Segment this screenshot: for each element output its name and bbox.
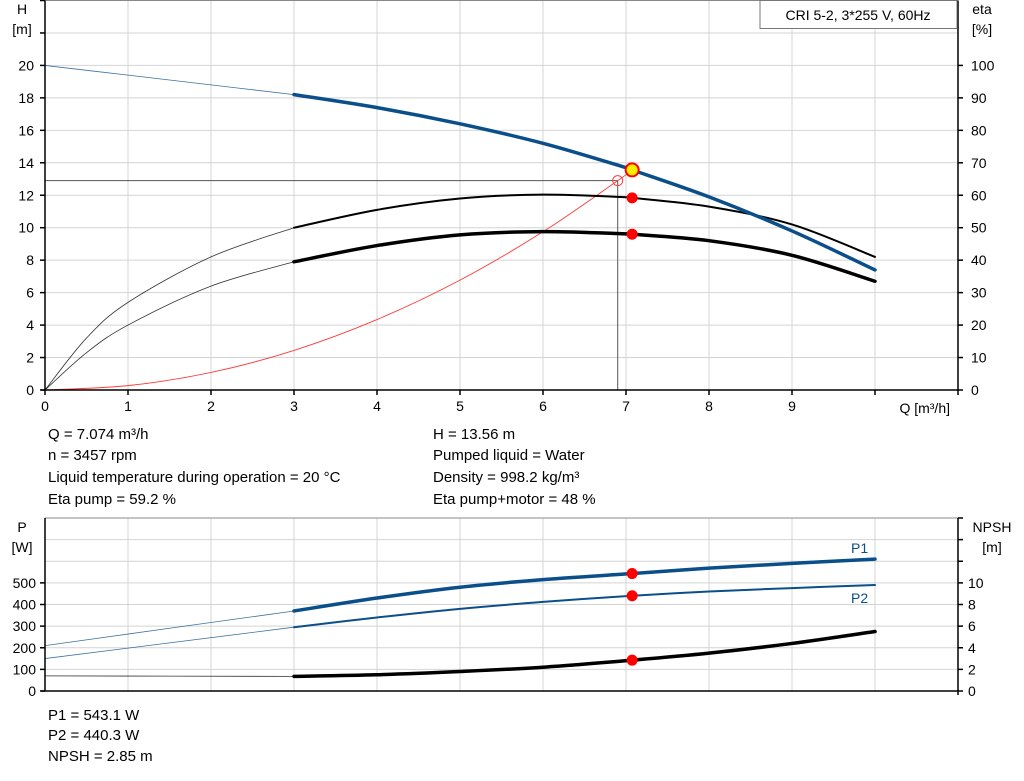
eta-axis-unit: [%] xyxy=(972,21,992,37)
info-p1: P1 = 543.1 W xyxy=(48,707,140,724)
reference-point-marker xyxy=(612,175,624,187)
h-tick-label: 0 xyxy=(26,382,34,398)
info-speed: n = 3457 rpm xyxy=(48,447,137,464)
h-tick-label: 2 xyxy=(26,350,34,366)
npsh-tick-label: 2 xyxy=(968,661,976,677)
legend-text: CRI 5-2, 3*255 V, 60Hz xyxy=(785,7,930,23)
npsh-tick-label: 6 xyxy=(968,618,976,634)
tick-labels: 0 1 2 3 4 5 6 7 8 9024681012141618200102030405060… xyxy=(13,0,995,699)
eta-tick-label: 20 xyxy=(971,317,987,333)
info-npsh: NPSH = 2.85 m xyxy=(48,748,153,765)
eta-pump-curve xyxy=(293,193,876,258)
p-axis-name: P xyxy=(17,519,26,535)
eta-tick-label: 50 xyxy=(971,220,987,236)
eta-tick-label: 70 xyxy=(971,155,987,171)
legend-box xyxy=(759,0,958,29)
h-axis-name: H xyxy=(17,1,27,17)
npsh-curve-extrapolated xyxy=(44,675,295,677)
eta-pump-motor-curve xyxy=(292,229,877,284)
eta-tick-label: 10 xyxy=(971,350,987,366)
p1-curve-extrapolated xyxy=(44,610,295,646)
x-tick-label: 2 xyxy=(207,398,215,414)
h-tick-label: 18 xyxy=(18,90,34,106)
x-tick-label: 9 xyxy=(788,398,796,414)
x-tick-label: 3 xyxy=(290,398,298,414)
p-tick-label: 300 xyxy=(13,618,37,634)
x-tick-label: 0 xyxy=(41,398,49,414)
npsh-axis-unit: [m] xyxy=(982,539,1001,555)
eta-pump-motor-curve-extrapolated xyxy=(44,261,295,391)
p2-curve-extrapolated xyxy=(44,626,295,659)
h-tick-label: 4 xyxy=(26,317,34,333)
p-tick-label: 0 xyxy=(28,683,36,699)
h-tick-label: 8 xyxy=(26,252,34,268)
p-tick-label: 400 xyxy=(13,597,37,613)
npsh-tick-label: 0 xyxy=(968,683,976,699)
h-tick-label: 10 xyxy=(18,220,34,236)
info-eta-pump-motor: Eta pump+motor = 48 % xyxy=(433,491,596,508)
eta-pump-curve-extrapolated xyxy=(44,227,295,391)
npsh-curve xyxy=(292,629,877,679)
x-tick-label: 8 xyxy=(705,398,713,414)
npsh-duty-marker xyxy=(626,654,638,666)
x-tick-label: 5 xyxy=(456,398,464,414)
eta-tick-label: 60 xyxy=(971,187,987,203)
x-tick-label: 4 xyxy=(373,398,381,414)
p-tick-label: 100 xyxy=(13,661,37,677)
npsh-tick-label: 4 xyxy=(968,640,976,656)
system-curve xyxy=(44,169,633,391)
h-tick-label: 16 xyxy=(18,122,34,138)
info-density: Density = 998.2 kg/m³ xyxy=(433,469,579,486)
npsh-tick-label: 8 xyxy=(968,597,976,613)
p2-duty-marker xyxy=(626,590,638,602)
p2-curve xyxy=(293,584,876,629)
x-tick-label: 7 xyxy=(622,398,630,414)
p-tick-label: 500 xyxy=(13,575,37,591)
p-axis-unit: [W] xyxy=(12,539,33,555)
npsh-tick-label: 10 xyxy=(968,575,984,591)
eta-pump-duty-marker xyxy=(626,192,638,204)
h-tick-label: 14 xyxy=(18,155,34,171)
eta-tick-label: 30 xyxy=(971,285,987,301)
info-liquid: Pumped liquid = Water xyxy=(433,447,585,464)
eta-tick-label: 0 xyxy=(971,382,979,398)
eta-tick-label: 80 xyxy=(971,122,987,138)
h-axis-unit: [m] xyxy=(12,21,31,37)
info-eta-pump: Eta pump = 59.2 % xyxy=(48,491,176,508)
eta-pump-motor-duty-marker xyxy=(626,228,638,240)
x-tick-label: 1 xyxy=(124,398,132,414)
info-q: Q = 7.074 m³/h xyxy=(48,426,148,443)
h-tick-label: 12 xyxy=(18,187,34,203)
info-p2: P2 = 440.3 W xyxy=(48,727,140,744)
bottom-grid xyxy=(45,518,958,691)
npsh-axis-name: NPSH xyxy=(973,519,1012,535)
eta-tick-label: 40 xyxy=(971,252,987,268)
h-tick-label: 20 xyxy=(18,57,34,73)
eta-axis-name: eta xyxy=(972,1,992,17)
eta-tick-label: 100 xyxy=(971,57,995,73)
q-axis-label: Q [m³/h] xyxy=(899,400,950,416)
info-temperature: Liquid temperature during operation = 20… xyxy=(48,469,341,486)
p1-series-label: P1 xyxy=(851,540,868,556)
curves xyxy=(44,65,877,679)
p1-curve xyxy=(292,557,877,613)
eta-tick-label: 90 xyxy=(971,90,987,106)
head-curve-extrapolated xyxy=(44,65,295,96)
info-h: H = 13.56 m xyxy=(433,426,515,443)
p1-duty-marker xyxy=(626,568,638,580)
x-tick-label: 6 xyxy=(539,398,547,414)
duty-point-marker xyxy=(624,162,640,178)
p2-series-label: P2 xyxy=(851,590,868,606)
axes xyxy=(41,0,959,695)
h-tick-label: 6 xyxy=(26,285,34,301)
p-tick-label: 200 xyxy=(13,640,37,656)
